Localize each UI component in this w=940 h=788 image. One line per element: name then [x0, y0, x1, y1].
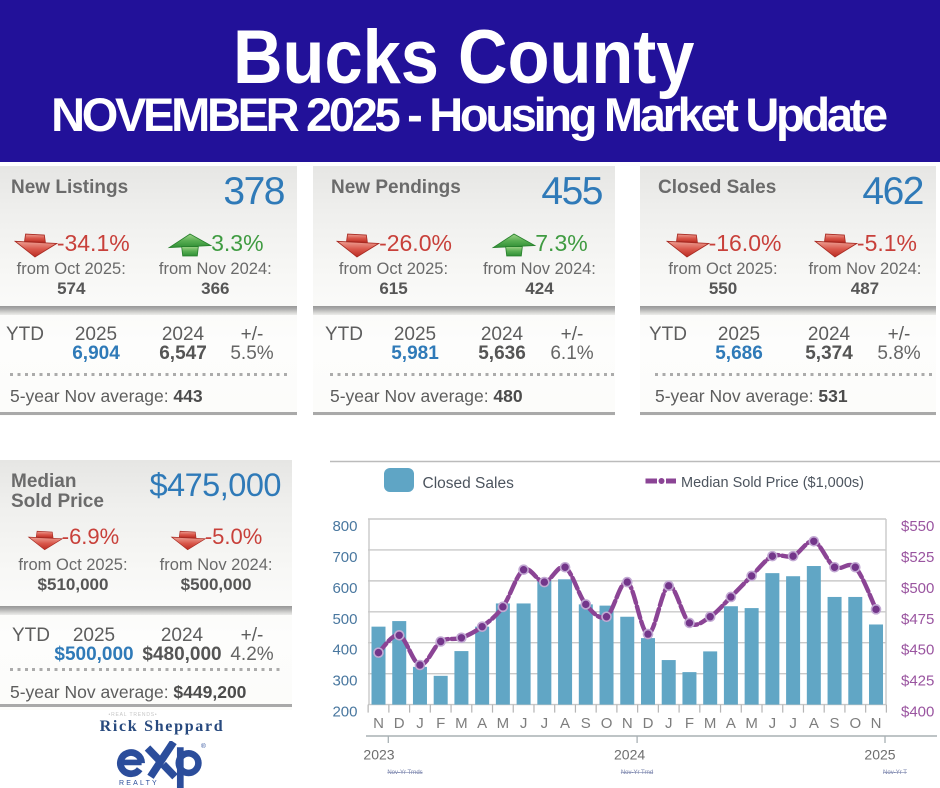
svg-text:O: O [601, 715, 613, 732]
svg-text:D: D [643, 715, 654, 732]
svg-text:J: J [769, 715, 777, 732]
svg-text:700: 700 [332, 549, 357, 566]
svg-text:Nov-Yr T: Nov-Yr T [883, 770, 907, 776]
svg-text:Nov-Yr Trnd: Nov-Yr Trnd [621, 770, 653, 776]
svg-text:J: J [416, 715, 424, 732]
svg-text:$450: $450 [901, 642, 934, 659]
svg-text:$400: $400 [901, 704, 934, 721]
svg-text:A: A [477, 715, 487, 732]
svg-text:M: M [497, 715, 510, 732]
svg-text:300: 300 [332, 673, 357, 690]
svg-text:A: A [726, 715, 736, 732]
svg-text:2024: 2024 [614, 747, 645, 763]
svg-text:N: N [871, 715, 882, 732]
svg-text:O: O [849, 715, 861, 732]
svg-text:200: 200 [332, 704, 357, 721]
svg-text:N: N [373, 715, 384, 732]
svg-text:A: A [560, 715, 570, 732]
svg-text:800: 800 [332, 518, 357, 535]
svg-text:F: F [436, 715, 445, 732]
svg-text:®: ® [201, 742, 206, 750]
svg-text:S: S [581, 715, 591, 732]
svg-text:Nov-Yr Trnds: Nov-Yr Trnds [387, 770, 422, 776]
svg-text:400: 400 [332, 642, 357, 659]
svg-text:J: J [665, 715, 673, 732]
svg-text:600: 600 [332, 580, 357, 597]
svg-text:J: J [789, 715, 797, 732]
svg-text:M: M [745, 715, 758, 732]
svg-text:Closed Sales: Closed Sales [423, 475, 515, 492]
svg-text:500: 500 [332, 611, 357, 628]
svg-text:$500: $500 [901, 580, 934, 597]
svg-text:S: S [830, 715, 840, 732]
svg-text:A: A [809, 715, 819, 732]
svg-text:M: M [704, 715, 717, 732]
svg-text:F: F [685, 715, 694, 732]
svg-text:$525: $525 [901, 549, 934, 566]
svg-text:$550: $550 [901, 518, 934, 535]
svg-text:$475: $475 [901, 611, 934, 628]
svg-text:N: N [622, 715, 633, 732]
svg-text:Median Sold Price ($1,000s): Median Sold Price ($1,000s) [681, 475, 864, 491]
svg-text:2023: 2023 [363, 747, 394, 763]
svg-text:J: J [541, 715, 549, 732]
svg-text:M: M [455, 715, 468, 732]
svg-text:D: D [394, 715, 405, 732]
svg-text:J: J [520, 715, 528, 732]
svg-text:2025: 2025 [864, 747, 895, 763]
svg-text:$425: $425 [901, 673, 934, 690]
